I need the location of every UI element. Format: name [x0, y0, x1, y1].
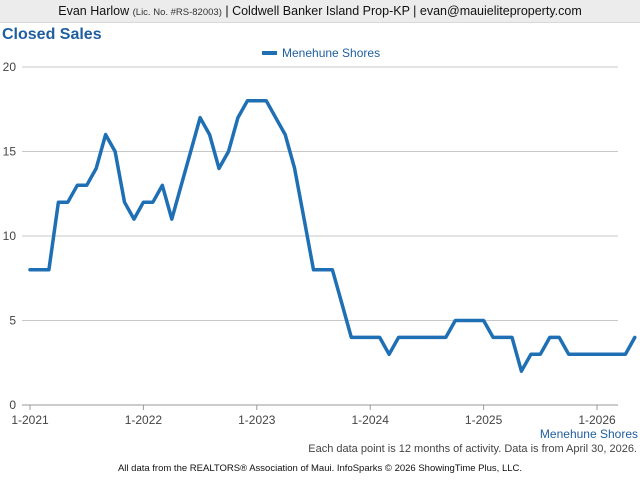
x-axis-series-label: Menehune Shores: [540, 427, 638, 441]
x-tick-label: 1-2022: [125, 413, 163, 427]
x-tick-label: 1-2024: [352, 413, 390, 427]
y-tick-label: 15: [3, 145, 17, 159]
agent-header: Evan Harlow (Lic. No. #RS-82003) | Coldw…: [0, 0, 640, 23]
x-tick-label: 1-2026: [578, 413, 616, 427]
x-tick-label: 1-2023: [238, 413, 276, 427]
chart-title: Closed Sales: [2, 26, 102, 43]
y-tick-label: 10: [3, 229, 17, 243]
legend-label: Menehune Shores: [282, 46, 380, 60]
x-tick-label: 1-2021: [11, 413, 49, 427]
agent-name: Evan Harlow: [58, 4, 130, 18]
license-number: (Lic. No. #RS-82003): [132, 7, 222, 18]
y-tick-label: 0: [9, 398, 16, 412]
series-line-menehune-shores: [28, 99, 637, 373]
y-tick-label: 5: [9, 314, 16, 328]
footnote: Each data point is 12 months of activity…: [308, 443, 637, 455]
y-tick-label: 20: [3, 60, 17, 74]
x-tick-label: 1-2025: [465, 413, 503, 427]
agent-details: | Coldwell Banker Island Prop-KP | evan@…: [225, 4, 582, 18]
copyright: All data from the REALTORS® Association …: [117, 463, 523, 474]
